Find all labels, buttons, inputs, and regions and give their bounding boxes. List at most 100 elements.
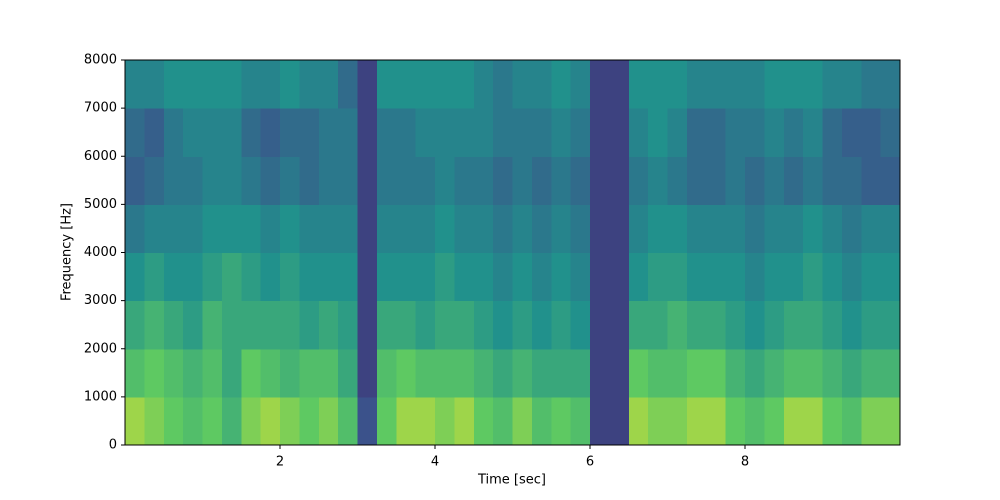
spectrogram-cell [609, 204, 630, 253]
spectrogram-cell [822, 252, 843, 302]
spectrogram-cells [125, 60, 901, 446]
spectrogram-cell [183, 204, 203, 253]
spectrogram-cell [318, 300, 339, 350]
spectrogram-cell [202, 108, 223, 157]
x-tick-label: 4 [431, 455, 439, 470]
spectrogram-cell [338, 204, 358, 253]
spectrogram-cell [338, 156, 358, 205]
spectrogram-cell [435, 156, 455, 205]
spectrogram-cell [764, 300, 785, 350]
spectrogram-cell [512, 204, 533, 253]
spectrogram-cell [396, 396, 417, 446]
spectrogram-cell [493, 204, 513, 253]
spectrogram-cell [493, 108, 513, 157]
spectrogram-cell [880, 252, 901, 302]
spectrogram-cell [880, 108, 901, 157]
spectrogram-cell [764, 396, 785, 446]
spectrogram-cell [493, 348, 513, 398]
spectrogram-cell [183, 108, 203, 157]
spectrogram-cell [706, 156, 727, 205]
spectrogram-cell [183, 60, 203, 109]
spectrogram-cell [803, 300, 823, 350]
spectrogram-cell [357, 300, 378, 350]
spectrogram-cell [551, 252, 572, 302]
spectrogram-cell [144, 60, 165, 109]
spectrogram-cell [841, 108, 862, 157]
spectrogram-cell [648, 60, 668, 109]
spectrogram-cell [686, 300, 707, 350]
spectrogram-cell [493, 60, 513, 109]
spectrogram-cell [435, 204, 455, 253]
spectrogram-cell [454, 204, 475, 253]
spectrogram-cell [473, 204, 494, 253]
spectrogram-cell [493, 396, 513, 446]
spectrogram-cell [125, 108, 145, 157]
spectrogram-cell [435, 60, 455, 109]
spectrogram-cell [512, 252, 533, 302]
spectrogram-cell [706, 348, 727, 398]
spectrogram-cell [667, 396, 688, 446]
spectrogram-cell [590, 204, 610, 253]
spectrogram-cell [745, 252, 765, 302]
spectrogram-cell [144, 204, 165, 253]
spectrogram-cell [803, 348, 823, 398]
spectrogram-cell [280, 156, 300, 205]
spectrogram-cell [202, 60, 223, 109]
spectrogram-cell [570, 300, 591, 350]
y-tick-label: 4000 [84, 245, 117, 260]
spectrogram-cell [357, 252, 378, 302]
spectrogram-cell [512, 60, 533, 109]
spectrogram-cell [125, 204, 145, 253]
spectrogram-cell [686, 396, 707, 446]
spectrogram-cell [376, 300, 397, 350]
spectrogram-cell [551, 156, 572, 205]
spectrogram-cell [783, 348, 804, 398]
spectrogram-cell [435, 300, 455, 350]
spectrogram-cell [357, 108, 378, 157]
spectrogram-cell [473, 108, 494, 157]
spectrogram-cell [221, 300, 242, 350]
spectrogram-cell [396, 252, 417, 302]
spectrogram-cell [280, 252, 300, 302]
spectrogram-cell [415, 300, 436, 350]
spectrogram-cell [551, 204, 572, 253]
spectrogram-cell [415, 252, 436, 302]
y-tick-label: 1000 [84, 389, 117, 404]
spectrogram-cell [686, 252, 707, 302]
spectrogram-cell [590, 252, 610, 302]
spectrogram-cell [531, 252, 552, 302]
spectrogram-cell [822, 300, 843, 350]
spectrogram-cell [415, 60, 436, 109]
spectrogram-cell [880, 396, 901, 446]
spectrogram-cell [667, 348, 688, 398]
spectrogram-cell [648, 348, 668, 398]
spectrogram-cell [764, 204, 785, 253]
spectrogram-cell [280, 108, 300, 157]
spectrogram-cell [396, 348, 417, 398]
spectrogram-cell [628, 204, 649, 253]
y-tick-label: 0 [109, 438, 117, 453]
spectrogram-cell [841, 300, 862, 350]
spectrogram-cell [280, 348, 300, 398]
spectrogram-cell [260, 108, 281, 157]
spectrogram-cell [280, 396, 300, 446]
spectrogram-cell [570, 348, 591, 398]
spectrogram-cell [609, 60, 630, 109]
spectrogram-cell [841, 60, 862, 109]
spectrogram-cell [764, 108, 785, 157]
spectrogram-cell [415, 204, 436, 253]
spectrogram-cell [493, 300, 513, 350]
spectrogram-cell [202, 396, 223, 446]
spectrogram-cell [822, 108, 843, 157]
spectrogram-cell [415, 348, 436, 398]
spectrogram-cell [531, 156, 552, 205]
spectrogram-cell [628, 156, 649, 205]
spectrogram-cell [338, 252, 358, 302]
spectrogram-cell [473, 252, 494, 302]
spectrogram-cell [280, 204, 300, 253]
spectrogram-cell [318, 60, 339, 109]
spectrogram-cell [628, 396, 649, 446]
spectrogram-cell [415, 396, 436, 446]
spectrogram-cell [221, 156, 242, 205]
spectrogram-cell [280, 300, 300, 350]
